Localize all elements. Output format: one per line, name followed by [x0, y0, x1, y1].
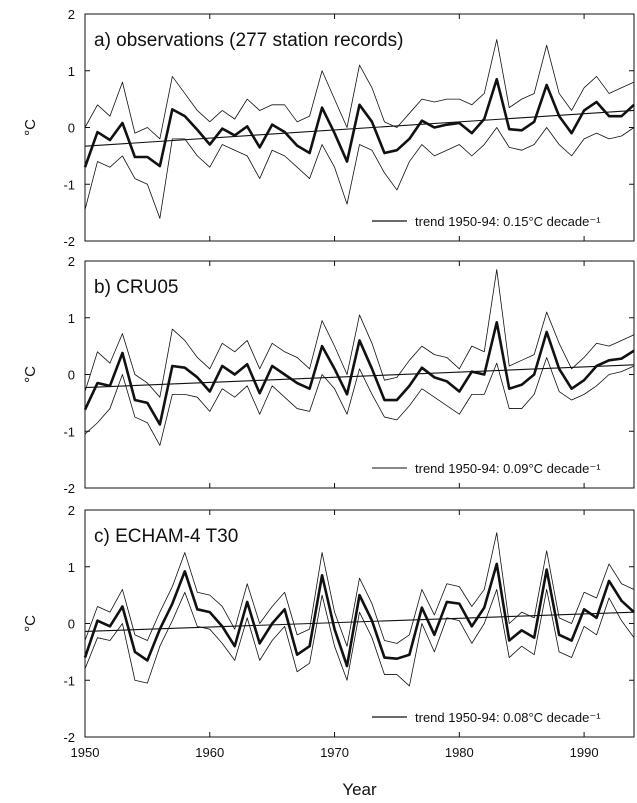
- y-tick-label: -2: [63, 481, 75, 496]
- trend-line: [84, 611, 635, 632]
- mean-line: [83, 562, 635, 668]
- x-tick-label: 1970: [320, 745, 349, 760]
- y-axis-label: °C: [22, 366, 39, 383]
- y-tick-label: -1: [63, 424, 75, 439]
- legend-label: trend 1950-94: 0.08°C decade⁻¹: [415, 710, 601, 725]
- panel-title: b) CRU05: [94, 277, 178, 298]
- mean-line: [83, 77, 635, 168]
- x-tick-label: 1960: [195, 745, 224, 760]
- lower-bound-line: [84, 589, 635, 687]
- mean-line: [83, 320, 635, 426]
- y-tick-label: 2: [68, 254, 75, 269]
- y-axis-label: °C: [22, 119, 39, 136]
- panel-title: c) ECHAM-4 T30: [94, 526, 238, 547]
- lower-bound-line: [84, 357, 635, 446]
- y-axis-label: °C: [22, 615, 39, 632]
- trend-line: [84, 109, 635, 147]
- panel-title: a) observations (277 station records): [94, 30, 403, 51]
- y-tick-label: -2: [63, 730, 75, 745]
- y-tick-label: 0: [68, 121, 75, 136]
- x-tick-label: 1990: [570, 745, 599, 760]
- x-tick-label: 1980: [445, 745, 474, 760]
- y-tick-label: -1: [63, 177, 75, 192]
- y-tick-label: 1: [68, 560, 75, 575]
- upper-bound-line: [84, 269, 635, 398]
- y-tick-label: 0: [68, 368, 75, 383]
- upper-bound-line: [84, 39, 635, 140]
- legend-label: trend 1950-94: 0.15°C decade⁻¹: [415, 214, 601, 229]
- panel-a: 2 1 0 -1 -2 °C a) observations (277 station re…: [22, 7, 635, 249]
- panel-b: 2 1 0 -1 -2 °C b) CRU05 trend 1950-94: 0.09°C d…: [22, 254, 635, 496]
- x-tick-label: 1950: [71, 745, 100, 760]
- y-tick-label: 1: [68, 64, 75, 79]
- y-tick-label: -1: [63, 673, 75, 688]
- upper-bound-line: [84, 532, 635, 647]
- y-tick-label: 0: [68, 617, 75, 632]
- legend-label: trend 1950-94: 0.09°C decade⁻¹: [415, 461, 601, 476]
- lower-bound-line: [84, 127, 635, 219]
- y-tick-label: 2: [68, 7, 75, 22]
- y-tick-label: 2: [68, 503, 75, 518]
- trend-line: [84, 364, 635, 389]
- y-tick-label: 1: [68, 311, 75, 326]
- x-axis-title: Year: [342, 780, 377, 799]
- y-tick-label: -2: [63, 234, 75, 249]
